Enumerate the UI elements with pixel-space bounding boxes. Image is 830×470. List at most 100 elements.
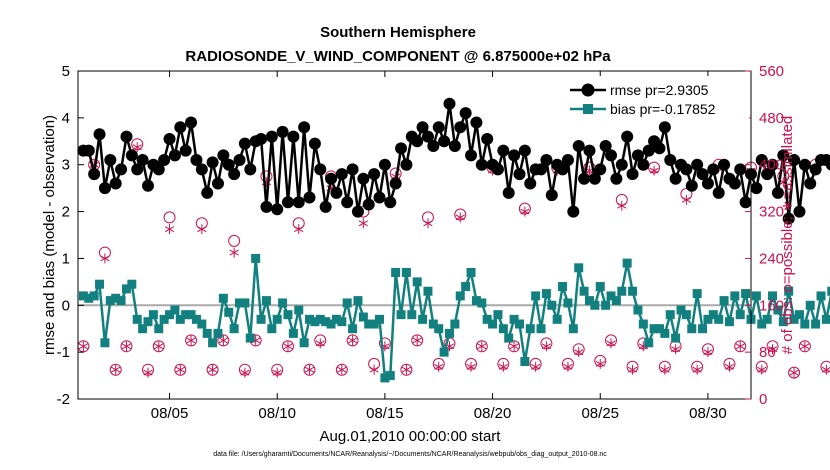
bias-point <box>84 293 94 303</box>
rmse-point <box>255 132 268 145</box>
asterisk-stroke <box>229 249 239 256</box>
bias-point <box>482 314 492 324</box>
bias-point <box>299 338 309 348</box>
chart-subtitle: RADIOSONDE_V_WIND_COMPONENT @ 6.875000e+… <box>185 48 611 65</box>
rmse-point <box>292 196 305 209</box>
rmse-point <box>777 149 790 162</box>
bias-point <box>768 291 778 301</box>
possible-obs-point <box>120 340 133 353</box>
assimilated-obs-point <box>498 361 508 372</box>
rmse-point <box>281 196 294 209</box>
bias-point <box>261 296 271 306</box>
bias-point <box>337 317 347 327</box>
assimilated-obs-point <box>563 361 573 372</box>
bias-point <box>423 286 433 296</box>
bias-point <box>375 314 385 324</box>
bias-point <box>687 324 697 334</box>
bias-point <box>450 319 460 329</box>
assimilated-obs-point <box>164 224 175 235</box>
asterisk-stroke <box>660 366 670 373</box>
bias-point <box>305 314 315 324</box>
rmse-point <box>265 130 278 143</box>
rmse-point <box>195 163 208 176</box>
rmse-point <box>825 158 830 171</box>
bias-point <box>520 357 530 367</box>
x-tick-label: 08/30 <box>689 405 727 422</box>
bias-point <box>757 319 767 329</box>
bias-point <box>671 333 681 343</box>
assimilated-obs-point <box>78 341 88 352</box>
bias-point <box>617 286 627 296</box>
right-y-tick-label: 480 <box>759 110 784 127</box>
y-tick-label: 4 <box>62 110 70 127</box>
plot-frame <box>77 70 752 400</box>
assimilated-obs-point <box>660 364 670 375</box>
bias-point <box>590 300 600 310</box>
rmse-point <box>389 177 402 190</box>
legend: rmse pr=2.9305 bias pr=-0.17852 <box>564 76 749 121</box>
rmse-point <box>88 168 101 181</box>
asterisk-stroke <box>208 366 218 373</box>
bias-point <box>724 317 734 327</box>
legend-rmse-marker <box>581 83 595 97</box>
rmse-point <box>141 179 154 192</box>
bias-point <box>827 286 830 296</box>
bias-point <box>649 324 659 334</box>
rmse-point <box>82 144 95 157</box>
rmse-point <box>217 149 230 162</box>
asterisk-stroke <box>757 366 767 373</box>
assimilated-obs-point <box>229 247 239 258</box>
bias-point <box>730 291 740 301</box>
rmse-series <box>77 97 830 225</box>
possible-obs-point <box>475 340 488 353</box>
bias-point <box>471 296 481 306</box>
rmse-point <box>631 149 644 162</box>
assimilated-obs-point <box>412 335 422 346</box>
assimilated-obs-point <box>294 224 304 235</box>
bias-point <box>504 333 514 343</box>
rmse-point <box>599 139 612 152</box>
bias-point <box>692 289 702 299</box>
rmse-point <box>578 172 591 185</box>
bias-point <box>638 319 648 329</box>
rmse-point <box>432 121 445 134</box>
rmse-point <box>362 198 375 211</box>
bias-point <box>821 314 830 324</box>
bias-point <box>493 310 503 320</box>
possible-obs-point <box>152 340 165 353</box>
rmse-point <box>459 107 472 120</box>
y-axis-ticks: -2 -1 0 1 2 3 4 5 <box>57 63 84 408</box>
bias-point <box>364 319 374 329</box>
bias-point <box>665 310 675 320</box>
assimilated-obs-point <box>606 338 616 349</box>
possible-obs-point <box>734 340 747 353</box>
rmse-point <box>669 172 682 185</box>
bias-point <box>353 296 363 306</box>
legend-box <box>564 76 749 121</box>
right-y-tick-label: 560 <box>759 63 784 80</box>
bias-point <box>574 263 584 273</box>
rmse-point <box>271 203 284 216</box>
assimilated-obs-point <box>208 364 218 375</box>
assimilated-obs-point <box>724 361 735 372</box>
rmse-point <box>761 168 774 181</box>
possible-obs-point <box>798 340 811 353</box>
asterisk-stroke <box>477 343 487 350</box>
assimilated-obs-point <box>240 367 250 378</box>
asterisk-stroke <box>132 144 142 151</box>
rmse-point <box>308 137 321 150</box>
bias-point <box>805 300 815 310</box>
rmse-point <box>206 156 219 169</box>
bias-point <box>380 373 390 383</box>
rmse-point <box>524 177 537 190</box>
possible-obs-point <box>281 340 294 353</box>
asterisk-stroke <box>164 226 175 233</box>
bias-point <box>78 291 88 301</box>
rmse-point <box>384 196 397 209</box>
rmse-point <box>335 168 348 181</box>
bias-point <box>611 296 621 306</box>
bias-point <box>127 279 137 289</box>
bias-point <box>240 298 250 308</box>
assimilated-obs-point <box>132 142 142 153</box>
y-tick-label: 1 <box>62 250 70 267</box>
